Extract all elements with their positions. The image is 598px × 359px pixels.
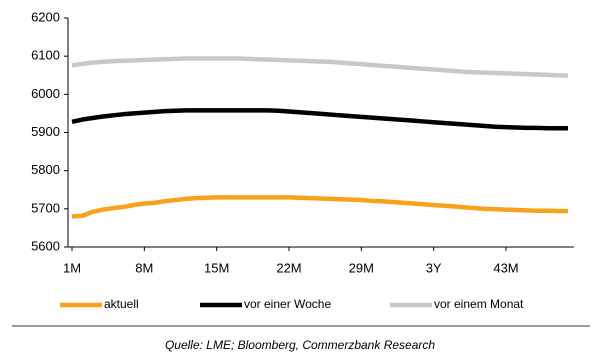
legend-label: aktuell xyxy=(104,297,139,311)
x-tick-label: 43M xyxy=(493,260,518,275)
x-tick-label: 8M xyxy=(135,260,153,275)
y-tick-label: 6000 xyxy=(31,86,60,101)
series-line xyxy=(71,108,568,131)
y-tick-label: 5700 xyxy=(31,200,60,215)
y-tick-label: 5600 xyxy=(31,238,60,253)
y-tick-label: 5900 xyxy=(31,124,60,139)
legend-label: vor einem Monat xyxy=(434,297,524,311)
y-tick-label: 5800 xyxy=(31,162,60,177)
x-tick-label: 22M xyxy=(276,260,301,275)
y-tick-label: 6100 xyxy=(31,48,60,63)
x-tick-label: 29M xyxy=(349,260,374,275)
y-tick-label: 6200 xyxy=(31,9,60,24)
series-line xyxy=(71,56,569,78)
source: Quelle: LME; Bloomberg, Commerzbank Rese… xyxy=(165,338,435,352)
series-line xyxy=(71,195,568,219)
x-tick-label: 1M xyxy=(63,260,81,275)
x-tick-label: 15M xyxy=(204,260,229,275)
legend-label: vor einer Woche xyxy=(244,297,331,311)
x-tick-label: 3Y xyxy=(426,260,442,275)
